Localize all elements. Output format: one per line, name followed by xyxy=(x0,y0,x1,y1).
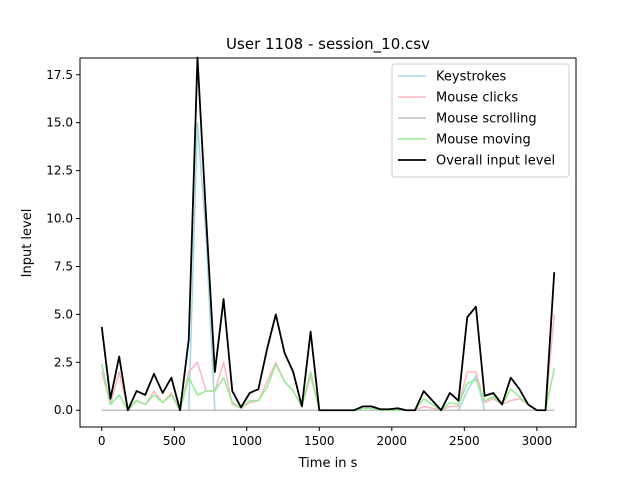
chart-title: User 1108 - session_10.csv xyxy=(226,35,430,54)
y-tick-label: 17.5 xyxy=(46,68,73,82)
legend-label-mouse-moving: Mouse moving xyxy=(436,133,531,148)
legend-label-overall-input-level: Overall input level xyxy=(436,154,555,169)
y-tick-label: 0.0 xyxy=(54,403,73,417)
series-line-overall-input-level xyxy=(100,56,556,412)
y-tick-label: 7.5 xyxy=(54,259,73,273)
x-tick-label: 0 xyxy=(98,434,106,448)
x-tick-label: 2500 xyxy=(449,434,480,448)
x-tick-label: 3000 xyxy=(522,434,553,448)
x-tick-label: 1000 xyxy=(232,434,263,448)
y-tick-label: 15.0 xyxy=(46,116,73,130)
y-axis-label: Input level xyxy=(20,209,35,278)
x-tick-label: 1500 xyxy=(304,434,335,448)
legend-box xyxy=(391,63,570,178)
legend-label-mouse-clicks: Mouse clicks xyxy=(436,91,518,106)
y-tick-label: 12.5 xyxy=(46,164,73,178)
plot-area xyxy=(100,56,556,412)
legend-label-mouse-scrolling: Mouse scrolling xyxy=(436,112,537,127)
x-tick-label: 2000 xyxy=(377,434,408,448)
y-tick-label: 2.5 xyxy=(54,355,73,369)
y-tick-label: 10.0 xyxy=(46,212,73,226)
y-tick-label: 5.0 xyxy=(54,307,73,321)
legend-label-keystrokes: Keystrokes xyxy=(436,70,507,85)
x-axis-label: Time in s xyxy=(298,456,358,471)
legend: Keystrokes Mouse clicks Mouse scrolling Mou… xyxy=(391,63,570,178)
x-tick-label: 500 xyxy=(163,434,186,448)
axes: 0 500 1000 1500 2000 2500 3000 0.0 2.5 5.0 7.5 10.0… xyxy=(46,57,577,448)
axes-frame xyxy=(79,57,577,428)
